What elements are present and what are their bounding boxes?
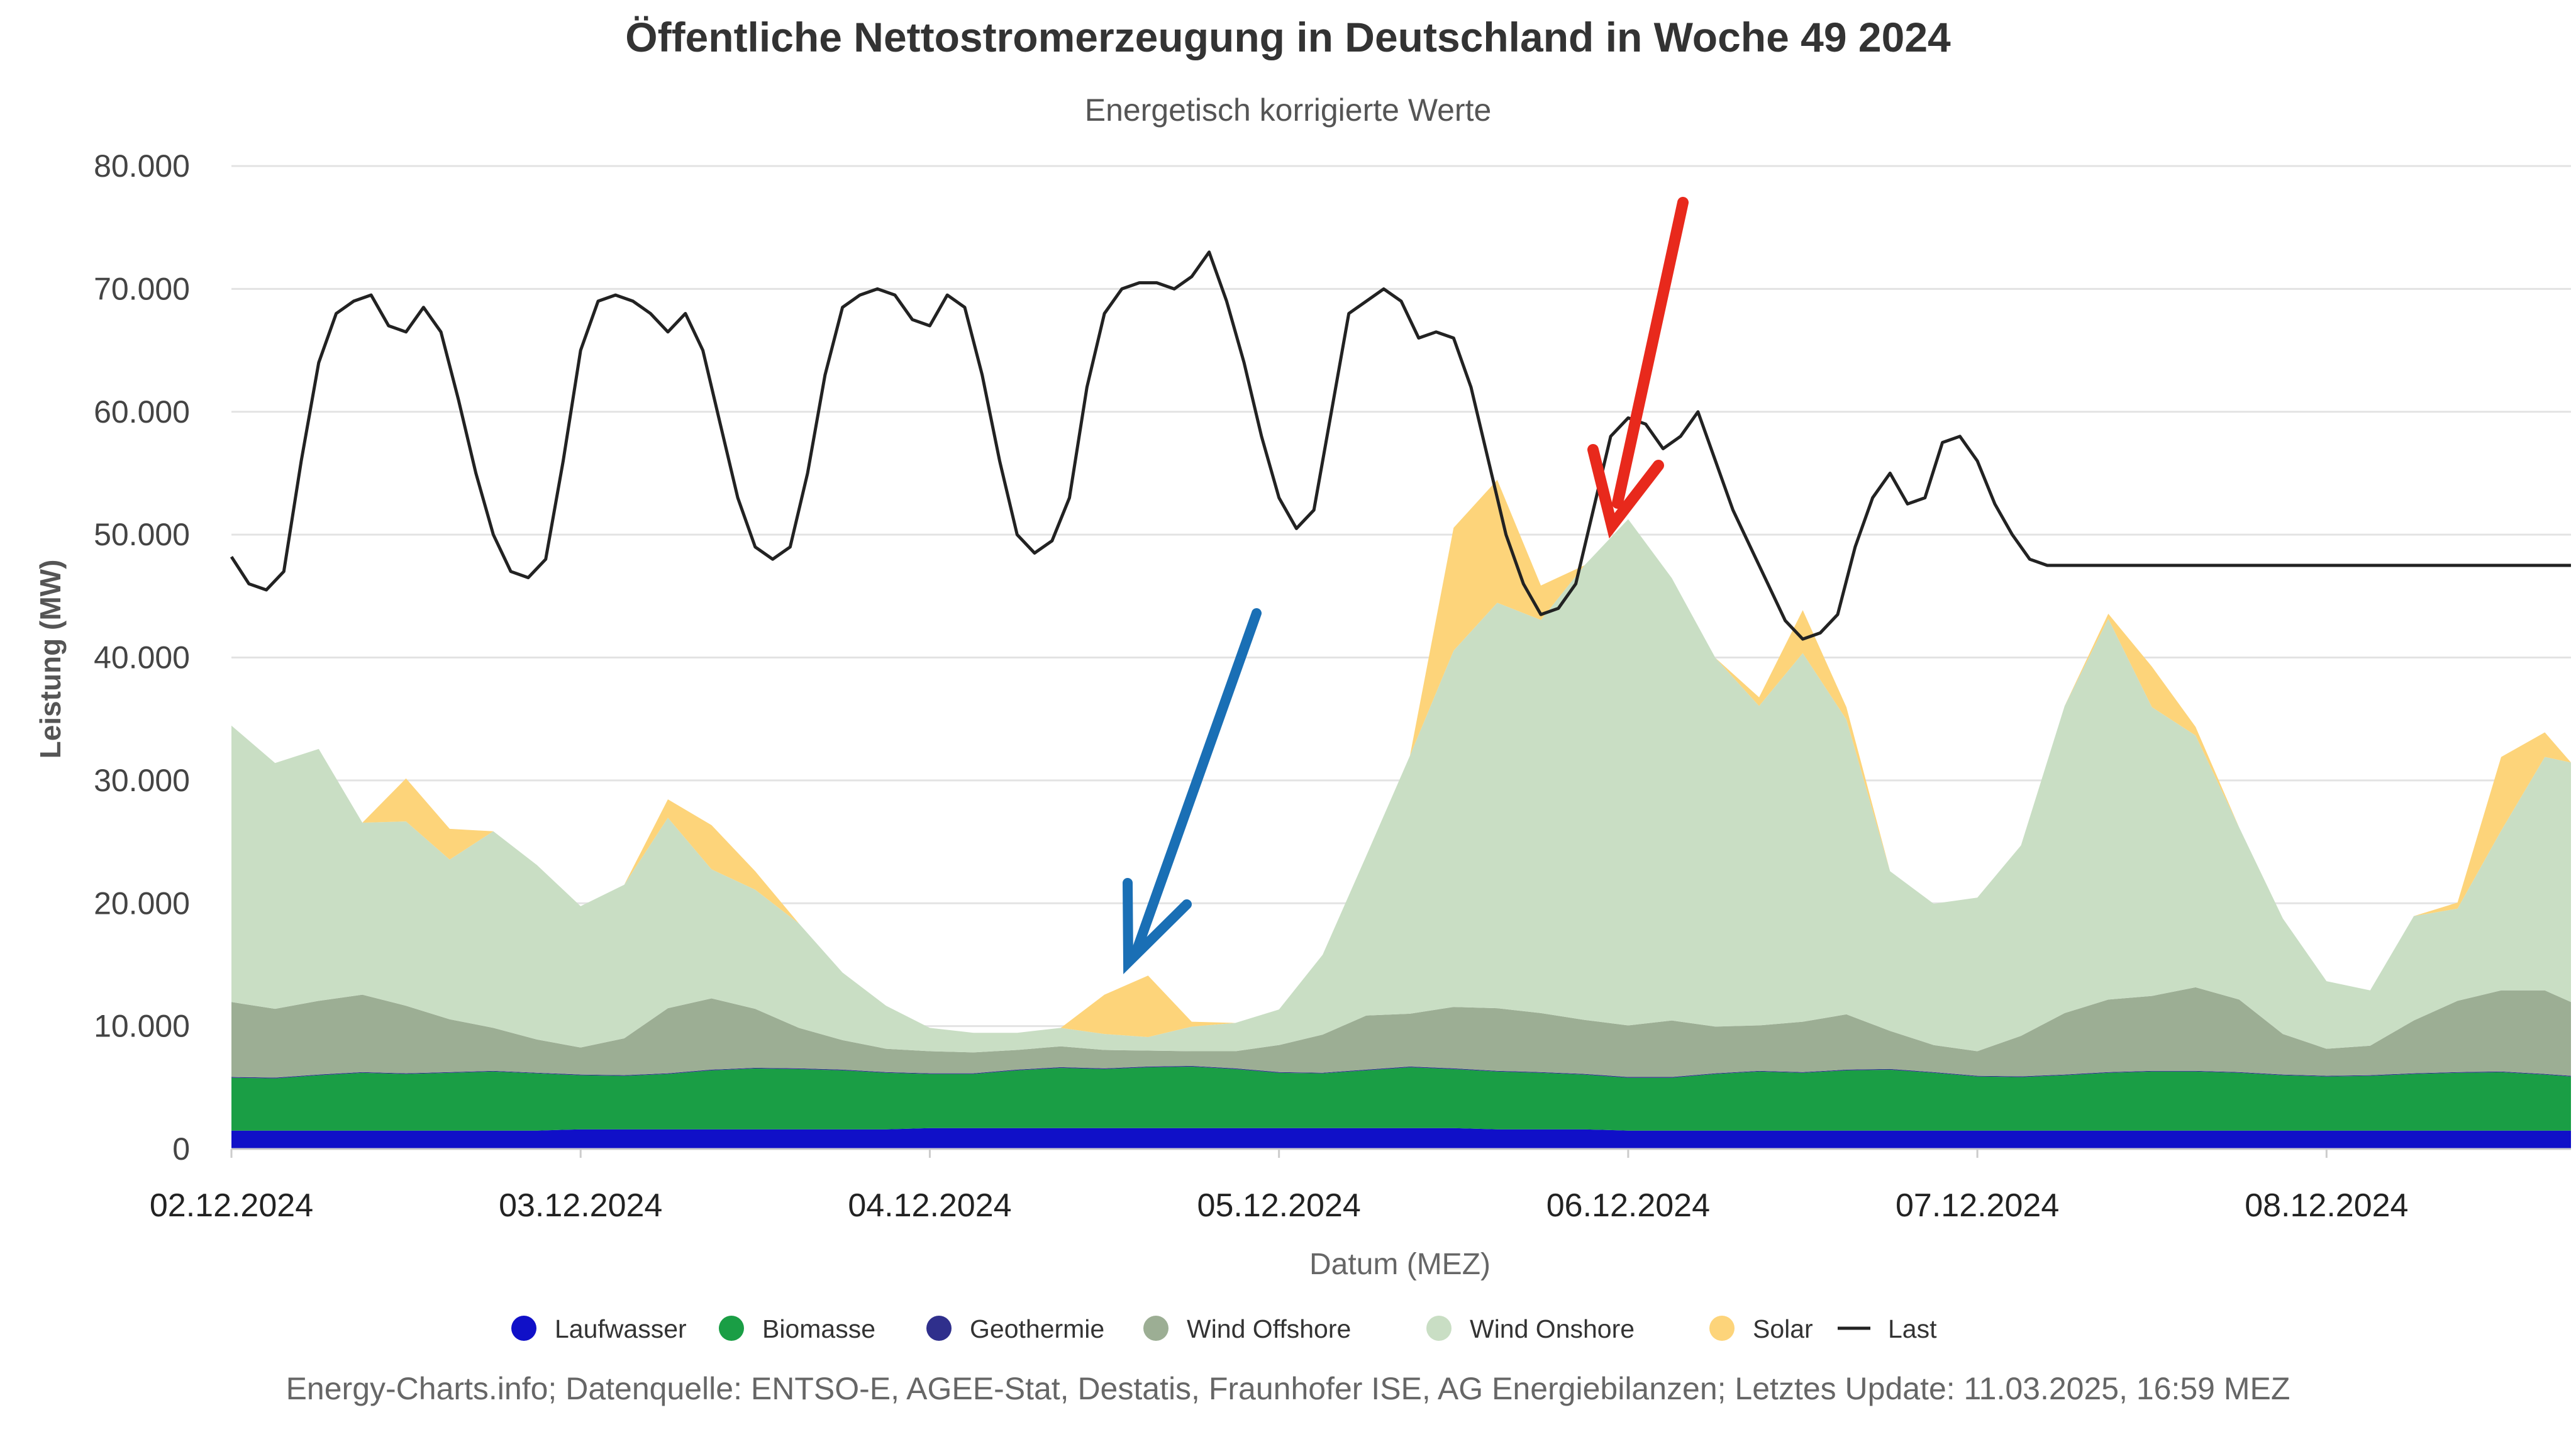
stacked-areas bbox=[231, 480, 2571, 1149]
y-tick-label: 20.000 bbox=[94, 886, 190, 921]
red-arrow bbox=[1587, 197, 1689, 539]
x-tick-label: 04.12.2024 bbox=[848, 1187, 1011, 1224]
legend: Laufwasser Biomasse Geothermie Wind Offshor… bbox=[511, 1314, 1937, 1343]
area-biomasse bbox=[231, 1067, 2571, 1131]
legend-label: Biomasse bbox=[762, 1314, 875, 1343]
chart-title: Öffentliche Nettostromerzeugung in Deuts… bbox=[625, 14, 1951, 60]
legend-label: Last bbox=[1888, 1314, 1937, 1343]
y-axis-label: Leistung (MW) bbox=[34, 560, 67, 759]
legend-marker bbox=[719, 1316, 744, 1341]
x-axis-ticks: 02.12.2024 03.12.2024 04.12.2024 05.12.2024… bbox=[150, 1149, 2408, 1224]
legend-marker bbox=[926, 1316, 952, 1341]
y-tick-label: 60.000 bbox=[94, 394, 190, 430]
area-wind-onshore bbox=[231, 519, 2571, 1053]
blue-arrow bbox=[1123, 608, 1262, 975]
legend-marker bbox=[1143, 1316, 1169, 1341]
x-tick-label: 03.12.2024 bbox=[499, 1187, 662, 1224]
legend-label: Wind Onshore bbox=[1470, 1314, 1635, 1343]
x-tick-label: 07.12.2024 bbox=[1896, 1187, 2059, 1224]
x-tick-label: 02.12.2024 bbox=[150, 1187, 313, 1224]
load-line bbox=[230, 250, 2571, 641]
area-laufwasser bbox=[231, 1128, 2571, 1149]
legend-label: Wind Offshore bbox=[1187, 1314, 1351, 1343]
line-last bbox=[230, 250, 2571, 641]
chart-subtitle: Energetisch korrigierte Werte bbox=[1085, 92, 1492, 128]
y-tick-label: 40.000 bbox=[94, 640, 190, 675]
y-tick-label: 80.000 bbox=[94, 148, 190, 184]
y-tick-label: 10.000 bbox=[94, 1009, 190, 1044]
legend-marker bbox=[1709, 1316, 1735, 1341]
y-axis-ticks: 0 10.000 20.000 30.000 40.000 50.000 60.000 70.… bbox=[94, 148, 190, 1167]
y-tick-label: 0 bbox=[172, 1131, 190, 1167]
chart-footer: Energy-Charts.info; Datenquelle: ENTSO-E… bbox=[286, 1371, 2290, 1406]
y-tick-label: 70.000 bbox=[94, 271, 190, 306]
y-tick-label: 30.000 bbox=[94, 763, 190, 798]
legend-marker bbox=[511, 1316, 536, 1341]
area-geothermie bbox=[231, 1065, 2571, 1079]
legend-marker bbox=[1426, 1316, 1452, 1341]
x-tick-label: 05.12.2024 bbox=[1197, 1187, 1361, 1224]
legend-label: Solar bbox=[1753, 1314, 1813, 1343]
legend-label: Geothermie bbox=[970, 1314, 1104, 1343]
y-tick-label: 50.000 bbox=[94, 517, 190, 552]
x-axis-label: Datum (MEZ) bbox=[1309, 1248, 1491, 1281]
area-wind-offshore bbox=[231, 987, 2571, 1078]
x-tick-label: 06.12.2024 bbox=[1546, 1187, 1710, 1224]
x-tick-label: 08.12.2024 bbox=[2245, 1187, 2408, 1224]
legend-label: Laufwasser bbox=[555, 1314, 687, 1343]
